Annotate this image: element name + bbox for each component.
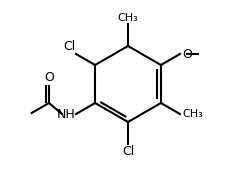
Text: Cl: Cl [122,145,134,158]
Text: Cl: Cl [63,40,75,53]
Text: O: O [182,47,192,61]
Text: CH₃: CH₃ [182,109,203,119]
Text: NH: NH [56,108,75,121]
Text: CH₃: CH₃ [118,13,139,23]
Text: O: O [44,71,54,84]
